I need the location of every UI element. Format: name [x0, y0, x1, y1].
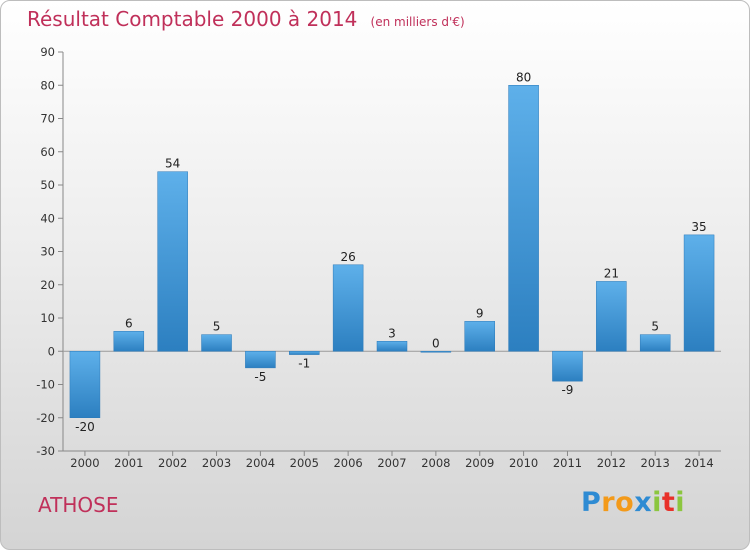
bar [289, 351, 320, 355]
y-tick-label: 90 [40, 45, 55, 59]
x-tick-label: 2011 [553, 456, 582, 470]
bar [596, 281, 627, 352]
data-label: 54 [165, 157, 180, 171]
bar [552, 351, 583, 382]
data-label: -5 [254, 370, 266, 384]
x-tick-label: 2006 [333, 456, 362, 470]
y-tick-label: 30 [40, 245, 55, 259]
bar [639, 334, 671, 352]
x-tick-label: 2009 [465, 456, 494, 470]
x-tick-label: 2012 [597, 456, 626, 470]
logo-letter: i [652, 487, 662, 518]
data-label: 5 [651, 320, 659, 334]
y-tick-label: 60 [40, 145, 55, 159]
proxiti-logo: Proxiti [581, 487, 685, 518]
data-label: 35 [691, 220, 706, 234]
y-tick-label: 40 [40, 211, 55, 225]
x-tick-label: 2010 [509, 456, 538, 470]
y-tick-label: 70 [40, 112, 55, 126]
logo-letter: i [675, 487, 686, 518]
x-tick-label: 2014 [684, 456, 713, 470]
bar [420, 351, 452, 353]
location-name: ATHOSE [38, 493, 119, 517]
x-tick-label: 2013 [641, 456, 670, 470]
x-tick-label: 2000 [70, 456, 99, 470]
chart-title: Résultat Comptable 2000 à 2014 [27, 7, 358, 31]
data-label: 6 [125, 316, 133, 330]
bar [113, 331, 145, 352]
logo-letter: P [581, 487, 602, 518]
x-tick-label: 2001 [114, 456, 143, 470]
x-tick-label: 2002 [158, 456, 187, 470]
chart-subtitle: (en milliers d'€) [370, 15, 465, 29]
logo-letter: o [615, 487, 635, 518]
data-label: 5 [213, 320, 221, 334]
bar [201, 334, 232, 352]
bar [69, 351, 101, 418]
data-label: 21 [604, 266, 619, 280]
bar [508, 85, 539, 352]
data-label: 26 [340, 250, 355, 264]
bar [332, 264, 364, 352]
data-label: 0 [432, 336, 440, 350]
bar [245, 351, 276, 369]
logo-letter: t [661, 487, 676, 518]
data-label: -9 [561, 383, 573, 397]
data-label: 3 [388, 326, 396, 340]
y-tick-label: -30 [36, 444, 55, 458]
y-tick-label: 0 [48, 344, 55, 358]
y-tick-label: 10 [40, 311, 55, 325]
x-tick-label: 2007 [377, 456, 406, 470]
bar [157, 171, 188, 352]
data-label: 9 [476, 306, 484, 320]
y-tick-label: -20 [36, 411, 55, 425]
bar [464, 321, 495, 352]
data-label: -20 [75, 420, 95, 434]
x-tick-label: 2005 [290, 456, 319, 470]
x-tick-label: 2008 [421, 456, 450, 470]
y-tick-label: -10 [36, 378, 55, 392]
chart-title-block: Résultat Comptable 2000 à 2014 (en milli… [27, 7, 465, 31]
y-tick-label: 80 [40, 78, 55, 92]
x-tick-label: 2003 [202, 456, 231, 470]
bar [376, 341, 408, 352]
logo-letter: r [601, 487, 616, 518]
bar [683, 234, 715, 352]
data-label: -1 [298, 357, 310, 371]
data-label: 80 [516, 70, 531, 84]
logo-letter: x [634, 487, 653, 518]
y-tick-label: 20 [40, 278, 55, 292]
x-tick-label: 2004 [246, 456, 275, 470]
y-tick-label: 50 [40, 178, 55, 192]
